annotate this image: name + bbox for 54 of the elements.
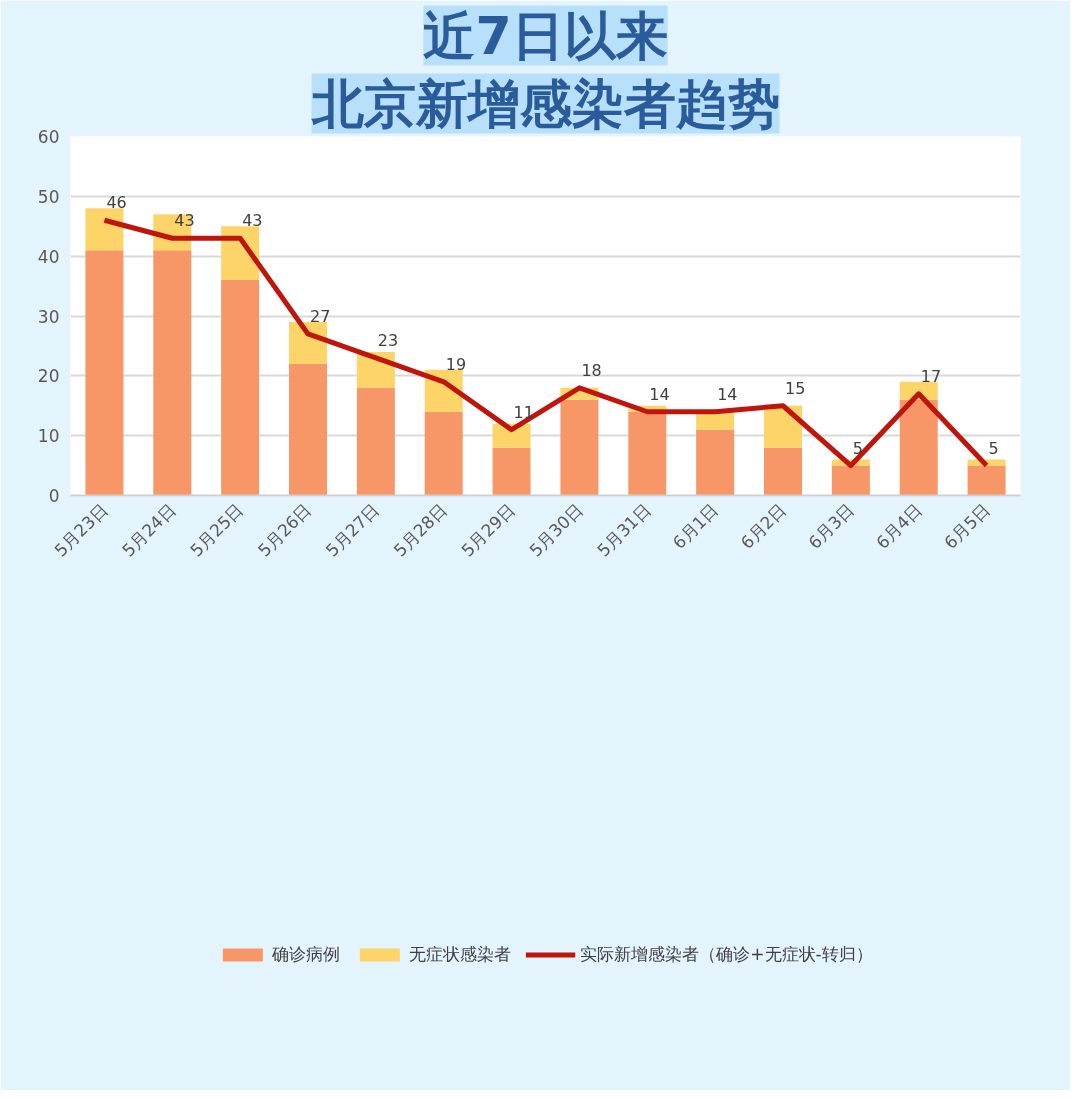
x-tick-label: 6月5日 — [940, 499, 994, 553]
bar — [424, 411, 463, 496]
bar — [696, 429, 735, 496]
data-label: 14 — [717, 384, 738, 404]
y-tick-label: 50 — [37, 186, 60, 207]
bar — [221, 280, 260, 496]
x-tick-label: 5月30日 — [525, 499, 587, 561]
x-tick-label: 6月1日 — [668, 499, 723, 553]
y-tick-label: 30 — [37, 306, 60, 327]
legend-label: 确诊病例 — [272, 942, 341, 966]
bar — [764, 447, 802, 496]
x-tick-label: 6月2日 — [736, 499, 791, 553]
chart-title: 近7日以来 — [423, 5, 668, 66]
data-label: 5 — [852, 438, 864, 458]
x-tick-label: 6月4日 — [872, 499, 926, 553]
bar — [492, 447, 531, 496]
data-label: 14 — [649, 384, 670, 404]
x-tick-label: 5月24日 — [118, 499, 180, 561]
chart-subtitle: 北京新增感染者趋势 — [310, 73, 780, 134]
data-label: 19 — [445, 354, 467, 374]
y-tick-label: 20 — [37, 366, 60, 387]
x-tick-label: 5月28日 — [389, 499, 451, 561]
data-label: 17 — [920, 366, 942, 386]
data-label: 15 — [785, 378, 806, 398]
x-tick-label: 5月25日 — [186, 499, 248, 561]
legend-label: 实际新增感染者（确诊+无症状-转归） — [580, 942, 873, 966]
data-label: 43 — [242, 211, 263, 231]
x-tick-label: 5月27日 — [321, 499, 383, 561]
y-tick-label: 40 — [37, 246, 60, 267]
bar — [967, 465, 1006, 496]
data-label: 46 — [106, 193, 127, 213]
bar — [628, 411, 667, 496]
y-tick-label: 10 — [37, 426, 60, 447]
data-label: 18 — [581, 360, 602, 380]
x-tick-label: 6月3日 — [804, 499, 858, 553]
x-tick-label: 5月29日 — [457, 499, 519, 561]
data-label: 11 — [513, 402, 534, 422]
y-tick-label: 60 — [37, 127, 60, 147]
legend-label: 无症状感染者 — [409, 942, 512, 966]
y-tick-label: 0 — [48, 486, 60, 506]
bar — [289, 363, 327, 496]
bar — [899, 399, 938, 496]
x-tick-label: 5月31日 — [593, 499, 655, 561]
bar — [356, 387, 395, 496]
bar — [560, 399, 599, 496]
x-tick-label: 5月26日 — [253, 499, 316, 561]
bar — [696, 411, 735, 430]
data-label: 5 — [988, 438, 999, 458]
bar — [85, 250, 124, 496]
data-label: 23 — [377, 330, 399, 350]
bar — [85, 208, 124, 251]
data-label: 27 — [310, 306, 331, 326]
bar — [831, 465, 870, 496]
bar — [153, 250, 192, 496]
